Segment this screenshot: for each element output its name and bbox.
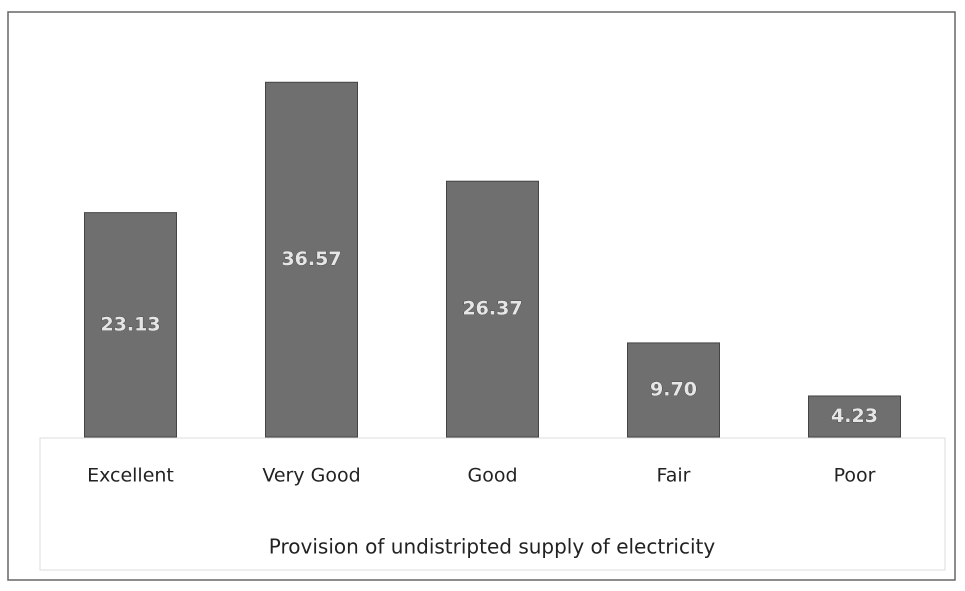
bar — [627, 342, 720, 438]
x-tick-label: Excellent — [87, 465, 174, 487]
bar — [446, 180, 539, 438]
data-label: 23.13 — [100, 313, 160, 335]
x-axis-title: Provision of undistripted supply of elec… — [269, 535, 716, 559]
x-tick-label: Very Good — [262, 465, 360, 487]
bar — [808, 395, 901, 438]
data-label: 36.57 — [281, 248, 341, 270]
bar — [84, 212, 177, 438]
x-tick-label: Good — [467, 465, 517, 487]
data-label: 9.70 — [650, 378, 697, 400]
x-tick-label: Poor — [834, 465, 876, 487]
axis-panel — [39, 437, 946, 571]
data-label: 26.37 — [462, 298, 522, 320]
bar — [265, 81, 358, 438]
data-label: 4.23 — [831, 405, 878, 427]
x-tick-label: Fair — [657, 465, 691, 487]
